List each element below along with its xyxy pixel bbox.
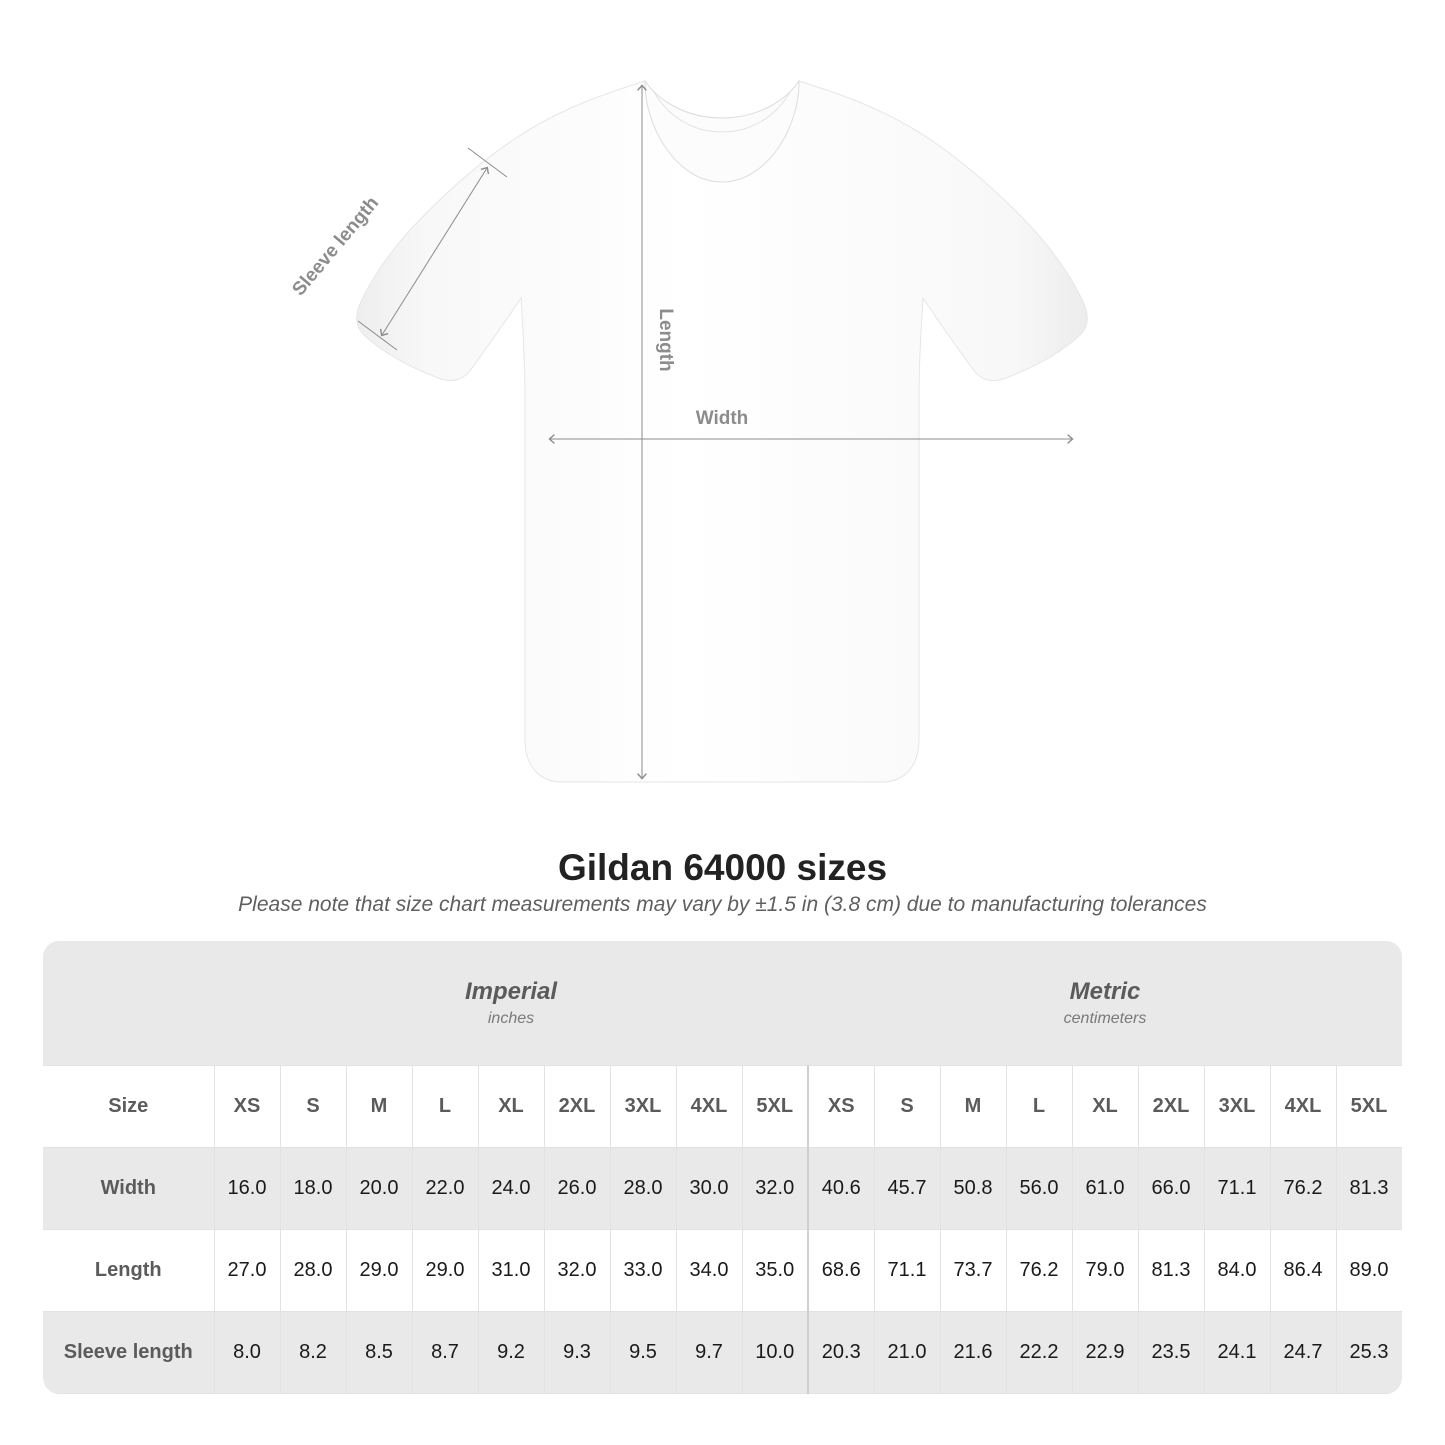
svg-text:Width: Width bbox=[696, 408, 749, 429]
svg-text:Sleeve length: Sleeve length bbox=[288, 193, 383, 300]
svg-text:Length: Length bbox=[655, 308, 676, 371]
